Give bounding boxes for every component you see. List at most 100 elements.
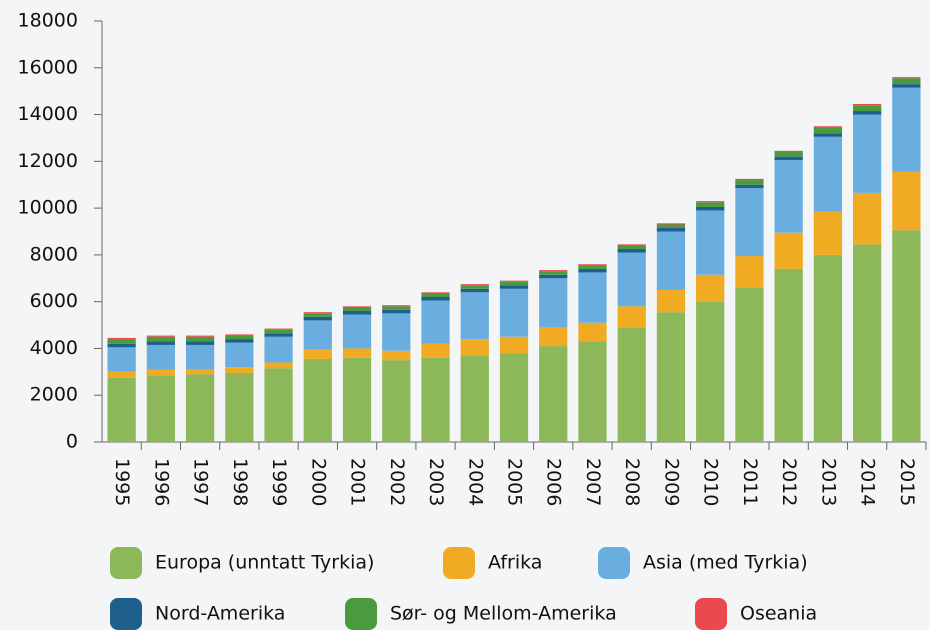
bar-segment: [853, 192, 882, 245]
x-tick-label: 1995: [111, 458, 133, 506]
legend-swatch: [695, 598, 727, 630]
bar-segment: [421, 293, 450, 297]
bar-segment: [225, 334, 254, 336]
bar-segment: [342, 314, 372, 349]
bar-segment: [813, 254, 843, 442]
bar-segment: [185, 369, 215, 375]
bar-segment: [774, 151, 803, 157]
legend-label: Asia (med Tyrkia): [643, 552, 808, 574]
legend-swatch: [345, 598, 377, 630]
bar-segment: [460, 339, 489, 356]
bar-segment: [617, 245, 646, 250]
x-tick-label: 2009: [660, 458, 682, 506]
bar-segment: [656, 289, 686, 313]
bar-segment: [421, 292, 450, 294]
bar-segment: [853, 114, 882, 193]
bar-segment: [185, 341, 215, 345]
bar-segment: [146, 336, 175, 342]
bar-segment: [460, 288, 489, 293]
bar-segment: [539, 346, 568, 442]
bar-segment: [892, 78, 921, 85]
bar-segment: [460, 292, 489, 340]
bar-segment: [696, 201, 725, 203]
bar-segment: [303, 313, 332, 317]
bar-segment: [578, 322, 607, 342]
bar-segment: [499, 280, 529, 282]
bar-segment: [382, 309, 411, 314]
bar-segment: [774, 156, 803, 161]
bar-segment: [892, 230, 921, 442]
bar-segment: [892, 84, 921, 88]
bar-segment: [146, 375, 175, 442]
bar-segment: [735, 256, 764, 288]
bar-segment: [696, 301, 725, 442]
bar-segment: [735, 178, 764, 181]
bar-segment: [617, 244, 646, 246]
bar-segment: [617, 306, 646, 328]
bar-segment: [656, 312, 686, 442]
bar-segment: [499, 285, 529, 289]
bar-segment: [225, 342, 254, 368]
bar-segment: [499, 281, 529, 286]
x-tick-label: 1999: [268, 458, 290, 506]
y-tick-label: 0: [66, 431, 78, 453]
bar-segment: [421, 296, 450, 301]
bar-segment: [539, 274, 568, 279]
bar-segment: [617, 249, 646, 253]
x-tick-label: 2003: [425, 458, 447, 506]
bar-segment: [735, 188, 764, 257]
x-tick-label: 2001: [347, 458, 369, 506]
bar-segment: [264, 333, 293, 337]
bar-segment: [578, 341, 607, 442]
bar-segment: [264, 328, 293, 330]
bar-segment: [813, 126, 843, 128]
y-tick-label: 2000: [30, 384, 78, 406]
x-tick-label: 2008: [621, 458, 643, 506]
bar-segment: [774, 150, 803, 152]
bar-segment: [146, 335, 175, 337]
bar-segment: [656, 223, 686, 225]
bar-segment: [539, 270, 568, 272]
x-tick-label: 2015: [896, 458, 918, 506]
bar-segment: [735, 184, 764, 189]
bar-segment: [225, 339, 254, 343]
bar-segment: [225, 335, 254, 340]
bar-segment: [107, 343, 136, 348]
bar-segment: [578, 264, 607, 266]
x-tick-label: 2005: [504, 458, 526, 506]
x-tick-label: 2006: [543, 458, 565, 506]
bar-segment: [303, 312, 332, 314]
bar-segment: [813, 127, 843, 134]
bar-segment: [853, 105, 882, 112]
y-tick-label: 14000: [18, 103, 78, 125]
bar-segment: [735, 180, 764, 185]
y-tick-label: 16000: [18, 56, 78, 78]
bar-segment: [342, 311, 372, 315]
bar-segment: [774, 160, 803, 233]
bar-segment: [146, 369, 175, 376]
bar-segment: [264, 362, 293, 369]
bar-segment: [813, 136, 843, 212]
bar-segment: [853, 104, 882, 106]
bar-segment: [735, 287, 764, 442]
bar-segment: [656, 224, 686, 228]
x-tick-label: 2014: [857, 458, 879, 506]
bar-segment: [382, 350, 411, 361]
x-tick-label: 1997: [190, 458, 212, 506]
x-tick-label: 2000: [307, 458, 329, 506]
bar-segment: [539, 271, 568, 275]
bar-segment: [185, 344, 215, 370]
x-tick-label: 2013: [817, 458, 839, 506]
bar-segment: [303, 349, 332, 359]
x-tick-label: 1998: [229, 458, 251, 506]
bar-segment: [107, 337, 136, 340]
x-tick-label: 2002: [386, 458, 408, 506]
y-tick-label: 18000: [18, 10, 78, 32]
bar-segment: [617, 327, 646, 442]
legend-label: Oseania: [740, 603, 817, 625]
y-tick-label: 10000: [18, 197, 78, 219]
bar-segment: [342, 357, 372, 442]
bar-segment: [342, 348, 372, 358]
bar-segment: [146, 344, 175, 370]
